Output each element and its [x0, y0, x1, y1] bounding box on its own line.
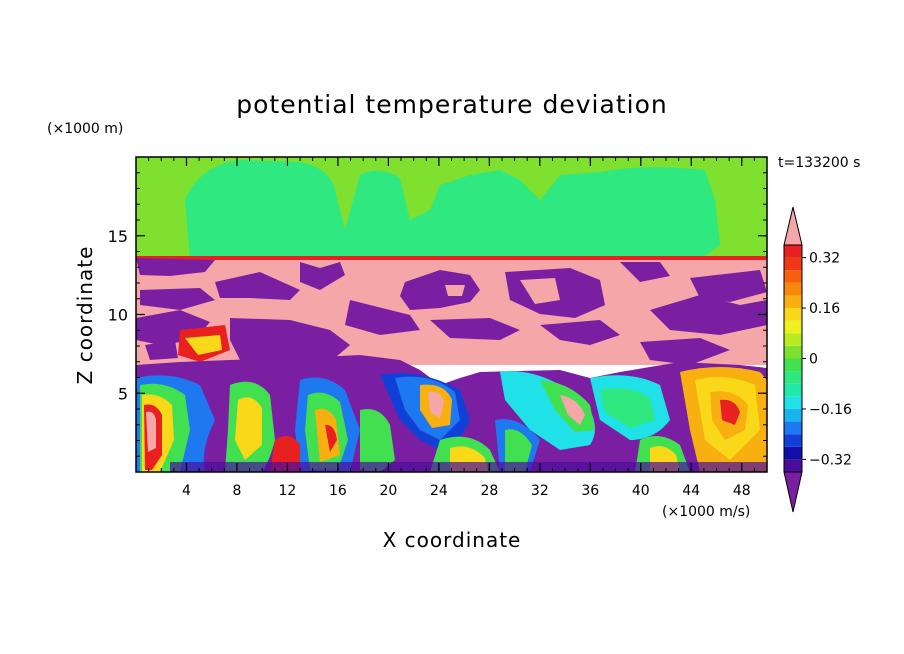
colorbar-band	[784, 270, 802, 283]
x-unit-label: (×1000 m/s)	[662, 504, 750, 520]
colorbar-label: 0	[809, 352, 818, 368]
colorbar-band	[784, 308, 802, 321]
colorbar-label: −0.16	[809, 402, 852, 418]
colorbar-band	[784, 333, 802, 346]
y-unit-label: (×1000 m)	[47, 121, 123, 137]
colorbar-band	[784, 408, 802, 422]
y-tick-label: 10	[108, 306, 128, 325]
colorbar-band	[784, 358, 802, 372]
x-tick-label: 36	[581, 483, 599, 499]
chart-title: potential temperature deviation	[236, 90, 667, 119]
x-tick-label: 44	[682, 483, 700, 499]
x-tick-label: 48	[733, 483, 751, 499]
x-axis: 4 8 12 16 20 24 28 32 36 40 44 48	[148, 157, 755, 499]
colorbar-band	[784, 345, 802, 359]
colorbar: 0.32 0.16 0 −0.16 −0.32	[783, 206, 852, 513]
x-tick-label: 8	[232, 483, 241, 499]
x-axis-label: X coordinate	[383, 528, 522, 552]
colorbar-band	[784, 320, 802, 334]
colorbar-band	[784, 446, 802, 460]
y-tick-label: 15	[108, 227, 128, 246]
x-tick-label: 28	[480, 483, 498, 499]
colorbar-band	[784, 434, 802, 447]
x-tick-label: 16	[329, 483, 347, 499]
colorbar-label: −0.32	[809, 452, 852, 468]
colorbar-band	[784, 295, 802, 309]
x-tick-label: 24	[430, 483, 448, 499]
time-label: t=133200 s	[778, 155, 860, 171]
colorbar-band	[784, 282, 802, 296]
colorbar-band	[784, 383, 802, 397]
y-axis-label: Z coordinate	[73, 246, 97, 385]
contour-field	[136, 157, 767, 472]
colorbar-band	[784, 257, 802, 271]
y-axis: 5 10 15	[108, 172, 767, 457]
colorbar-band	[784, 421, 802, 435]
colorbar-over-triangle	[783, 206, 803, 246]
colorbar-band	[784, 245, 802, 258]
x-tick-label: 40	[632, 483, 650, 499]
colorbar-band	[784, 396, 802, 409]
colorbar-band	[784, 371, 802, 384]
colorbar-label: 0.16	[809, 301, 840, 317]
colorbar-band	[784, 459, 802, 472]
x-tick-label: 32	[531, 483, 549, 499]
y-tick-label: 5	[118, 384, 128, 403]
colorbar-under-triangle	[783, 471, 803, 513]
x-tick-label: 20	[379, 483, 397, 499]
colorbar-label: 0.32	[809, 251, 840, 267]
x-tick-label: 12	[279, 483, 297, 499]
x-tick-label: 4	[182, 483, 191, 499]
